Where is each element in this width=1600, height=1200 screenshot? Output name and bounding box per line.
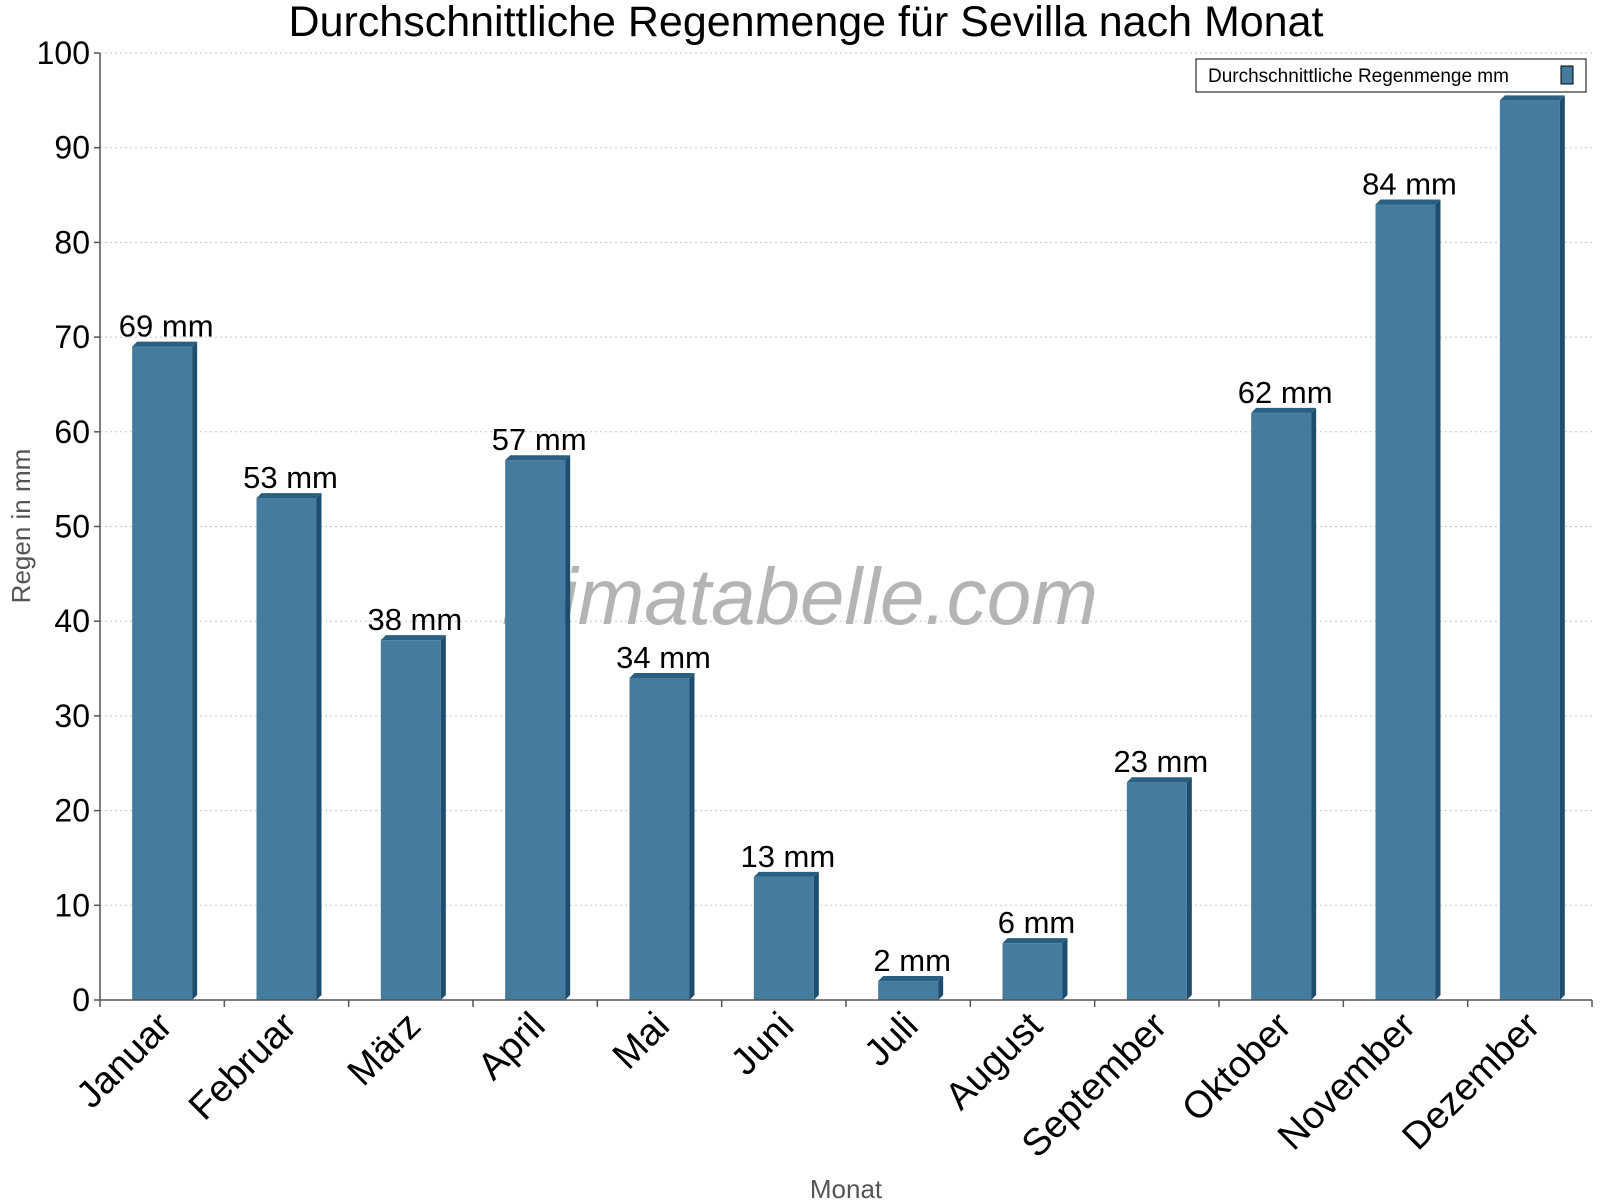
x-tick-label: März [340, 1005, 429, 1094]
bar-front [1375, 204, 1436, 1000]
legend-box [1195, 58, 1587, 93]
data-label: 2 mm [873, 943, 951, 978]
bar-side [1435, 199, 1441, 1000]
data-label: 57 mm [492, 422, 587, 457]
data-label: 6 mm [998, 905, 1076, 940]
data-label: 84 mm [1362, 167, 1457, 202]
bar-top [1002, 938, 1068, 944]
bar-top [629, 673, 695, 679]
bars [132, 95, 1565, 1001]
y-ticks: 0 10 20 30 40 50 60 70 80 90 100 [37, 35, 100, 1018]
watermark: klimatabelle.com [502, 552, 1098, 641]
x-tick-label: Dezember [1395, 1004, 1549, 1158]
bar [753, 871, 819, 1000]
data-label: 69 mm [119, 309, 214, 344]
bar-front [1499, 100, 1560, 1001]
legend-label: Durchschnittliche Regenmenge mm [1208, 66, 1509, 87]
legend-swatch [1560, 65, 1574, 85]
bar-top [1126, 777, 1192, 783]
bar-front [1126, 782, 1187, 1000]
bar [1375, 199, 1441, 1000]
data-label: 62 mm [1238, 375, 1333, 410]
bar-front [132, 346, 193, 1000]
y-tick-label: 70 [54, 319, 90, 355]
y-tick-label: 10 [54, 887, 90, 923]
bar-side [1062, 938, 1068, 1000]
bar-front [878, 981, 939, 1000]
y-tick-label: 50 [54, 509, 90, 545]
x-tick-label: Juli [857, 1005, 927, 1075]
x-axis-label: Monat [810, 1174, 883, 1200]
bar [1126, 777, 1192, 1000]
bar [629, 673, 695, 1000]
bar-top [878, 976, 944, 982]
bar-front [753, 876, 814, 1000]
bar-top [505, 455, 571, 461]
bar-top [1251, 407, 1317, 413]
data-label: 13 mm [740, 839, 835, 874]
bar [380, 635, 446, 1000]
x-tick-label: Mai [605, 1005, 678, 1078]
bar-front [380, 640, 441, 1000]
bar-front [505, 460, 566, 1001]
y-tick-label: 100 [37, 35, 90, 71]
y-tick-label: 90 [54, 130, 90, 166]
x-tick-label: Februar [181, 1004, 305, 1128]
bar [132, 341, 198, 1000]
data-label: 34 mm [616, 640, 711, 675]
legend: Durchschnittliche Regenmenge mm [1195, 58, 1587, 93]
bar-top [380, 635, 446, 641]
bar [505, 455, 571, 1001]
y-tick-label: 60 [54, 414, 90, 450]
y-tick-label: 20 [54, 793, 90, 829]
bar [256, 493, 322, 1000]
bar-top [753, 871, 819, 877]
x-tick-label: Januar [69, 1004, 181, 1116]
bar-top [1499, 95, 1565, 101]
bar-side [938, 976, 944, 1000]
y-axis-label: Regen in mm [6, 449, 36, 604]
bar-side [689, 673, 695, 1000]
bar-side [192, 341, 198, 1000]
data-label: 53 mm [243, 460, 338, 495]
bar-side [440, 635, 446, 1000]
bar-top [256, 493, 322, 499]
bar-side [316, 493, 322, 1000]
x-ticks: Januar Februar März April Mai Juni Juli AugustS… [69, 1000, 1593, 1166]
bar [878, 976, 944, 1000]
x-tick-label: Juni [723, 1005, 802, 1084]
chart-title: Durchschnittliche Regenmenge für Sevilla… [289, 0, 1324, 46]
x-tick-label: Oktober [1174, 1004, 1300, 1130]
bar-top [1375, 199, 1441, 205]
y-tick-label: 80 [54, 224, 90, 260]
x-tick-label: April [470, 1005, 553, 1088]
bar-front [1002, 943, 1063, 1000]
bar [1499, 95, 1565, 1001]
x-tick-label: August [938, 1004, 1052, 1118]
bar-front [256, 498, 317, 1000]
bar-top [132, 341, 198, 347]
grid-lines [100, 52, 1592, 906]
bar-front [629, 678, 690, 1000]
bar [1002, 938, 1068, 1000]
y-tick-label: 30 [54, 698, 90, 734]
bar-side [565, 455, 571, 1001]
bar-side [1186, 777, 1192, 1000]
bar-side [1559, 95, 1565, 1001]
bar-side [813, 871, 819, 1000]
bar [1251, 407, 1317, 1000]
data-label: 38 mm [367, 602, 462, 637]
bar-side [1311, 407, 1317, 1000]
y-tick-label: 40 [54, 603, 90, 639]
bar-front [1251, 412, 1312, 1000]
data-labels: 69 mm 53 mm 38 mm 57 mm 34 mm 13 mm 2 mm 6 mm 23… [119, 167, 1457, 979]
data-label: 23 mm [1113, 744, 1208, 779]
y-tick-label: 0 [72, 982, 90, 1018]
